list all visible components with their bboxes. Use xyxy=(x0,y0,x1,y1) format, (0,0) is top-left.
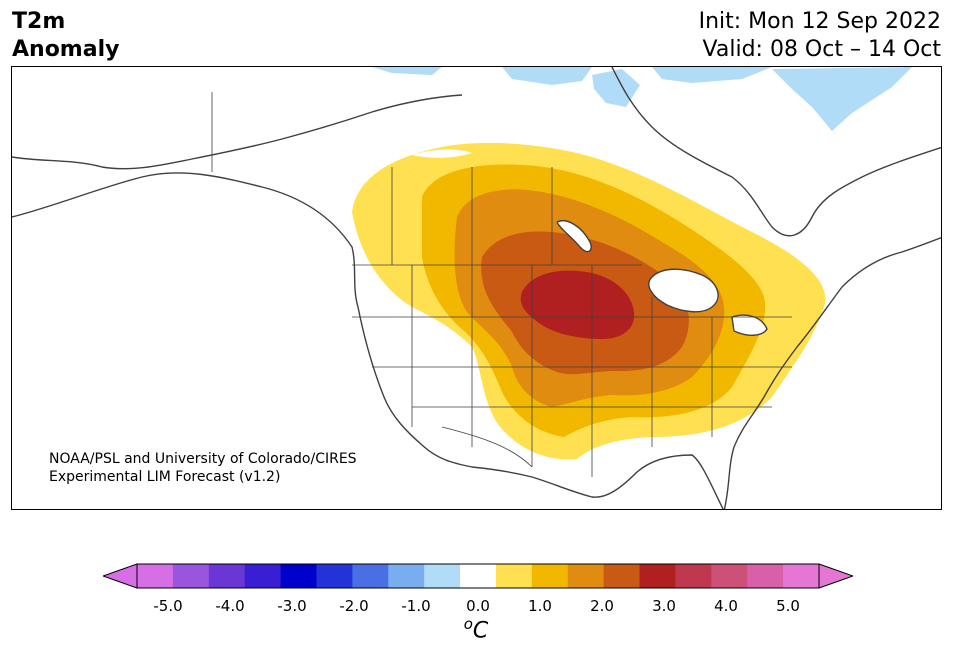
colorbar-tick-label: 1.0 xyxy=(528,597,552,615)
colorbar-cell xyxy=(711,564,748,588)
great-lakes xyxy=(648,268,719,313)
colorbar-tick-label: 2.0 xyxy=(590,597,614,615)
colorbar-tick-label: 4.0 xyxy=(714,597,738,615)
colorbar-over-outline xyxy=(818,563,853,589)
colorbar-cell xyxy=(172,564,210,588)
map-canvas xyxy=(12,67,941,509)
lake-winnipeg xyxy=(556,220,592,253)
forecast-dates: Init: Mon 12 Sep 2022 Valid: 08 Oct – 14… xyxy=(699,8,941,64)
colorbar-tick-label: -5.0 xyxy=(153,597,183,615)
init-date: Init: Mon 12 Sep 2022 xyxy=(698,9,941,34)
colorbar-tick-label: 3.0 xyxy=(652,597,676,615)
title-line-2: Anomaly xyxy=(12,37,120,62)
lake-erie-ontario xyxy=(731,314,768,336)
credit-line-2: Experimental LIM Forecast (v1.2) xyxy=(49,469,281,485)
cold-patch-4 xyxy=(772,67,912,131)
warm-hole-2 xyxy=(557,220,592,252)
unit-letter: C xyxy=(472,618,489,644)
east-coast xyxy=(723,237,941,509)
borders xyxy=(211,92,792,477)
province-lines xyxy=(391,167,553,265)
colorbar-over-triangle xyxy=(819,564,853,588)
map-title: T2m Anomaly xyxy=(12,8,119,64)
colorbar-cell xyxy=(531,564,569,588)
colorbar-cell xyxy=(424,564,461,588)
colorbar-cell xyxy=(280,564,317,588)
colorbar-cell xyxy=(388,564,425,588)
colorbar-cell xyxy=(316,564,353,588)
colorbar-tick-label: -3.0 xyxy=(277,597,307,615)
colorbar-cell xyxy=(495,564,533,588)
forecast-credit: NOAA/PSL and University of Colorado/CIRE… xyxy=(49,450,357,486)
colorbar-cell xyxy=(460,564,497,588)
warm-anomaly-fill xyxy=(352,142,826,460)
colorbar-tick-label: -2.0 xyxy=(339,597,369,615)
hudson-bay xyxy=(611,67,941,237)
state-lines-horizontal xyxy=(352,316,792,408)
colorbar-cell xyxy=(208,564,246,588)
colorbar-cell xyxy=(675,564,712,588)
colorbar-cells xyxy=(137,564,820,588)
us-mexico-border xyxy=(441,426,533,468)
colorbar-cell xyxy=(603,564,641,588)
colorbar xyxy=(103,563,853,589)
colorbar-tick-label: -1.0 xyxy=(401,597,431,615)
colorbar-under-triangle xyxy=(103,564,137,588)
coastlines xyxy=(12,67,941,509)
colorbar-tick-label: 5.0 xyxy=(776,597,800,615)
cold-patch-3 xyxy=(652,67,772,83)
colorbar-cell xyxy=(244,564,282,588)
anomaly-map xyxy=(11,66,942,510)
colorbar-cell xyxy=(567,564,605,588)
arctic-coast-west xyxy=(12,94,463,170)
title-line-1: T2m xyxy=(12,9,66,34)
colorbar-cell xyxy=(747,564,784,588)
degree-symbol: o xyxy=(463,615,473,633)
colorbar-cell xyxy=(352,564,389,588)
warm-hole-1 xyxy=(412,149,472,158)
cold-anomaly-patches xyxy=(372,67,912,131)
west-coast-gulf xyxy=(12,172,724,509)
colorbar-under-outline xyxy=(103,563,138,589)
anomaly-2-5 xyxy=(520,270,635,339)
cold-patch-5 xyxy=(372,67,442,75)
colorbar-frame xyxy=(136,563,820,589)
credit-line-1: NOAA/PSL and University of Colorado/CIRE… xyxy=(49,451,357,467)
colorbar-unit: oC xyxy=(464,615,489,643)
colorbar-cell xyxy=(137,564,174,588)
state-lines-vertical xyxy=(411,265,713,477)
colorbar-tick-label: -4.0 xyxy=(215,597,245,615)
colorbar-cell xyxy=(783,564,820,588)
colorbar-tick-label: 0.0 xyxy=(466,597,490,615)
colorbar-cell xyxy=(639,564,676,588)
valid-period: Valid: 08 Oct – 14 Oct xyxy=(702,37,941,62)
cold-patch-1 xyxy=(502,67,592,85)
